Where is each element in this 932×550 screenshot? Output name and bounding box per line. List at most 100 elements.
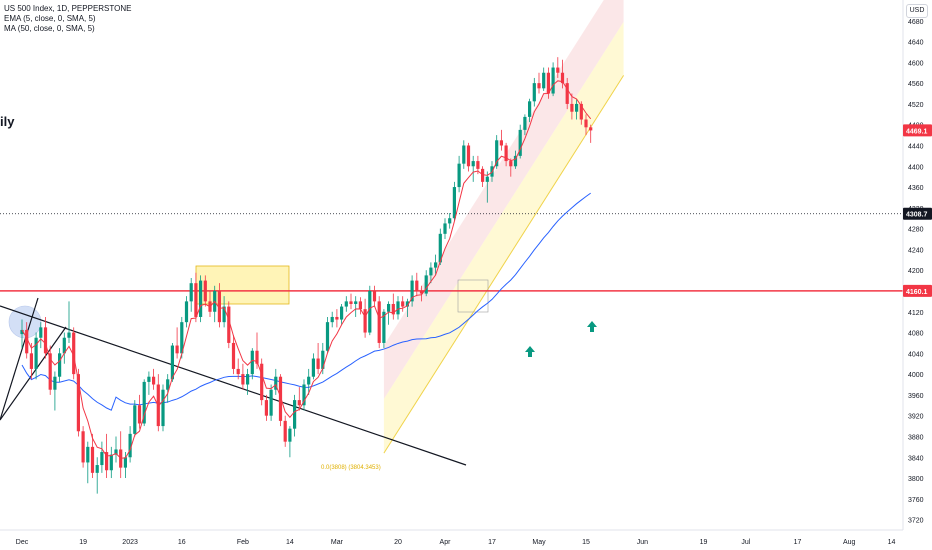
candle-body [546,72,550,94]
price-label-resistance: 4160.1 [903,284,932,297]
candle-body [175,345,179,354]
candle-body [20,329,24,335]
candle-body [114,449,118,455]
candle-body [466,145,471,167]
y-tick-label: 3840 [908,455,924,462]
candle-body [476,161,480,169]
trendline-left-b [0,326,67,421]
channel-upper-band [383,0,624,400]
candle-body [269,389,273,416]
y-tick-label: 4560 [908,81,924,88]
candle-body [391,303,395,315]
candle-body [452,187,456,219]
candle-body [274,376,278,390]
candle-body [43,327,48,354]
candle-body [462,145,466,164]
candle-body [401,301,405,307]
candle-body [161,389,165,427]
candle-body [105,452,109,471]
price-label-bg [903,284,932,297]
candle-body [76,374,80,432]
candle-body [278,376,283,421]
x-tick-label: Mar [331,539,344,546]
candle-body [528,101,532,117]
currency-button[interactable]: USD [906,4,928,18]
candle-body [419,290,424,294]
y-tick-label: 4640 [908,40,924,47]
y-tick-label: 4520 [908,102,924,109]
ma-indicator-label[interactable]: MA (50, close, 0, SMA, 5) [4,24,95,33]
candle-body [443,223,447,234]
candle-body [227,306,231,343]
candle-body [199,280,203,317]
candle-body [325,322,330,351]
candle-body [137,405,142,424]
candle-body [147,376,151,382]
candle-body [565,83,569,104]
candle-body [344,301,348,307]
symbol-line[interactable]: US 500 Index, 1D, PEPPERSTONE [4,4,132,13]
candle-body [142,381,146,424]
candle-body [513,155,518,167]
price-label-crosshair: 4308.7 [903,207,932,220]
candle-body [152,376,156,385]
candle-body [307,376,311,385]
candle-body [368,290,372,333]
ma50-line [21,192,591,411]
candle-body [537,83,541,89]
candle-body [377,301,381,343]
candle-body [457,163,461,188]
timeframe-title: ily [0,114,15,129]
candles-group [20,57,593,494]
candle-body [25,329,29,354]
candle-body [316,358,320,369]
candle-body [579,103,583,120]
candle-body [288,428,292,442]
candle-body [264,400,268,416]
candle-body [62,337,66,354]
candle-body [335,316,339,320]
x-tick-label: May [532,539,546,546]
x-tick-label: 17 [488,539,496,546]
candle-body [100,452,104,466]
candle-body [372,290,377,302]
candle-body [330,316,334,323]
y-tick-label: 4680 [908,19,924,26]
candle-body [518,129,522,156]
candle-body [241,374,245,385]
candle-body [340,306,344,320]
y-tick-label: 4400 [908,164,924,171]
price-label-bg [903,124,932,137]
candle-body [222,306,226,323]
y-tick-label: 4240 [908,247,924,254]
channel-lower-line [383,75,625,454]
ema-indicator-label[interactable]: EMA (5, close, 0, SMA, 5) [4,14,96,23]
candle-body [575,103,579,112]
y-tick-label: 4080 [908,331,924,338]
candle-body [170,345,174,380]
y-tick-label: 3800 [908,476,924,483]
candle-body [471,161,475,167]
candle-body [448,218,452,224]
candle-body [438,233,442,263]
price-label-text: 4160.1 [906,289,928,296]
y-tick-label: 3960 [908,393,924,400]
candle-body [128,433,132,458]
candle-body [485,176,489,182]
x-tick-label: Jul [741,539,750,546]
up-arrow-icon [525,346,535,357]
descending-trendline [0,305,467,466]
candle-body [542,72,546,89]
price-label-text: 4308.7 [906,212,928,219]
candle-body [589,127,593,131]
candle-body [72,332,76,375]
candle-body [90,446,95,473]
supply-zone-box [195,265,290,305]
x-tick-label: 19 [700,539,708,546]
x-tick-label: Dec [16,539,29,546]
candle-body [246,374,250,385]
candle-body [123,457,127,468]
candle-body [509,161,513,167]
